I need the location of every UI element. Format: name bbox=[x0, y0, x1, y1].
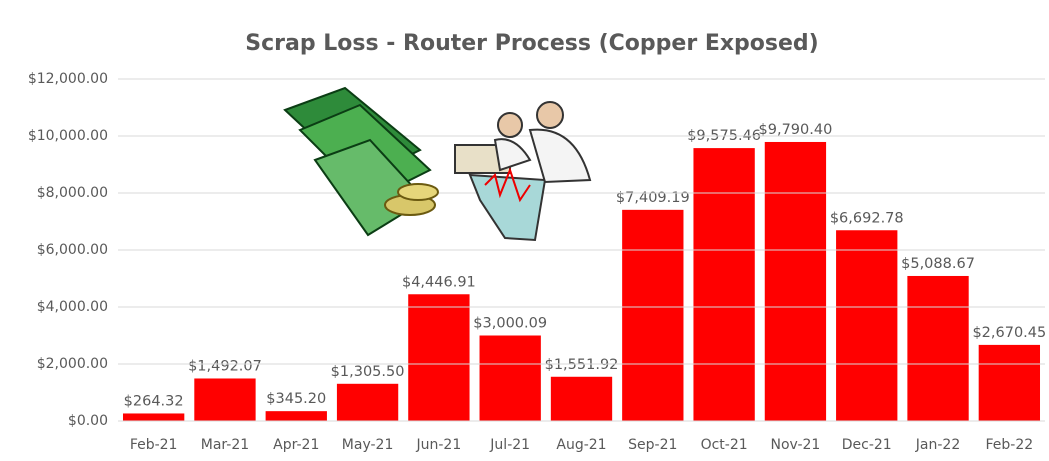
value-label: $1,305.50 bbox=[331, 364, 405, 380]
y-tick-label: $6,000.00 bbox=[37, 242, 108, 258]
value-label: $264.32 bbox=[124, 393, 184, 409]
x-tick-label: Nov-21 bbox=[771, 437, 821, 453]
value-label: $6,692.78 bbox=[830, 210, 904, 226]
bar bbox=[123, 413, 184, 421]
bar bbox=[979, 345, 1040, 421]
x-tick-label: Aug-21 bbox=[556, 437, 606, 453]
x-tick-label: Dec-21 bbox=[842, 437, 892, 453]
money-clipart bbox=[285, 88, 438, 235]
bar bbox=[337, 384, 398, 421]
y-tick-label: $2,000.00 bbox=[37, 356, 108, 372]
bar bbox=[907, 276, 968, 421]
y-tick-label: $4,000.00 bbox=[37, 299, 108, 315]
x-tick-label: Apr-21 bbox=[273, 437, 319, 453]
x-tick-label: Jun-21 bbox=[416, 437, 462, 453]
bar bbox=[765, 142, 826, 421]
value-label: $1,492.07 bbox=[188, 358, 262, 374]
y-tick-label: $0.00 bbox=[68, 413, 108, 429]
value-label: $345.20 bbox=[266, 391, 326, 407]
chart-title: Scrap Loss - Router Process (Copper Expo… bbox=[245, 31, 818, 56]
y-tick-label: $8,000.00 bbox=[37, 185, 108, 201]
bar bbox=[194, 378, 255, 421]
bar bbox=[266, 411, 327, 421]
value-label: $1,551.92 bbox=[545, 357, 619, 373]
x-tick-label: Jul-21 bbox=[489, 437, 530, 453]
x-tick-label: Feb-22 bbox=[986, 437, 1034, 453]
chart: $2,670.45 Feb-22 $5,088.67 Jan-22 $6,692.78 D… bbox=[0, 0, 1049, 461]
bar bbox=[551, 377, 612, 421]
x-tick-label: Mar-21 bbox=[201, 437, 249, 453]
value-label: $5,088.67 bbox=[901, 256, 975, 272]
x-tick-label: Feb-21 bbox=[130, 437, 178, 453]
bar bbox=[622, 210, 683, 421]
x-tick-label: Jan-22 bbox=[915, 437, 960, 453]
bar bbox=[693, 148, 754, 421]
x-tick-label: Sep-21 bbox=[628, 437, 677, 453]
bar bbox=[408, 294, 469, 421]
value-label: $7,409.19 bbox=[616, 190, 690, 206]
bar bbox=[480, 335, 541, 421]
value-label: $4,446.91 bbox=[402, 274, 476, 290]
value-label: $2,670.45 bbox=[972, 325, 1046, 341]
x-tick-label: Oct-21 bbox=[701, 437, 748, 453]
x-tick-label: May-21 bbox=[342, 437, 394, 453]
scientists-clipart bbox=[455, 102, 590, 240]
value-label: $3,000.09 bbox=[473, 315, 547, 331]
bar bbox=[836, 230, 897, 421]
y-tick-label: $12,000.00 bbox=[28, 71, 108, 87]
y-tick-label: $10,000.00 bbox=[28, 128, 108, 144]
